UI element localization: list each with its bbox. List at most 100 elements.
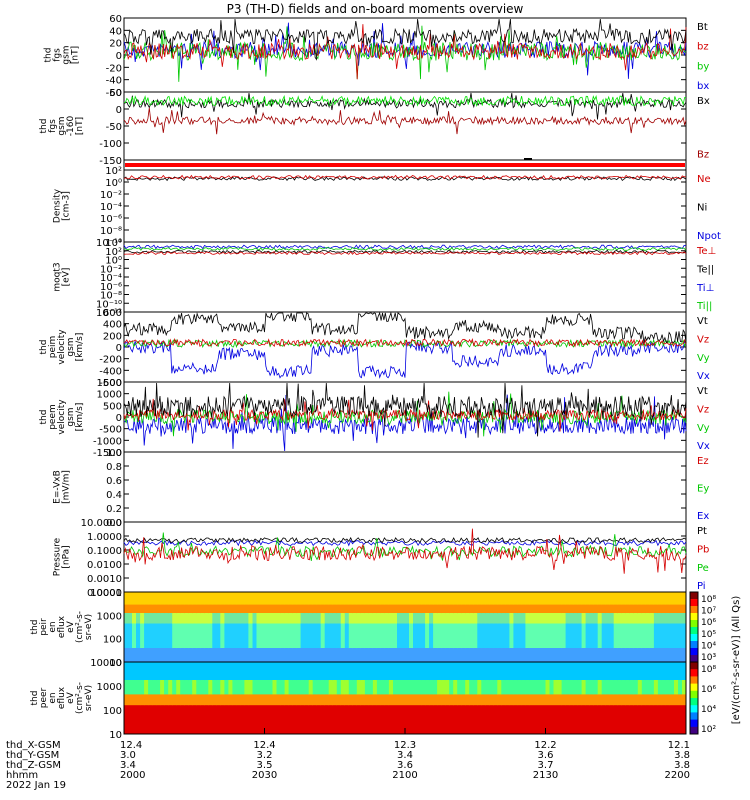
spectrogram-cell (304, 662, 310, 681)
spectrogram-cell (256, 592, 261, 606)
spectrogram-cell (501, 694, 506, 706)
spectrogram-cell (368, 662, 374, 681)
spectrogram-cell (409, 662, 414, 681)
spectrogram-cell (244, 680, 249, 695)
spectrogram-cell (332, 680, 338, 695)
spectrogram-cell (244, 705, 249, 735)
spectrogram-cell (661, 623, 667, 649)
spectrogram-cell (320, 705, 326, 735)
spectrogram-cell (200, 694, 205, 706)
spectrogram-cell (573, 592, 579, 606)
ytick-label: 10⁻² (100, 264, 122, 275)
spectrogram-cell (380, 662, 386, 681)
spectrogram-cell (621, 613, 627, 624)
spectrogram-cell (581, 623, 587, 649)
spectrogram-cell (180, 613, 185, 624)
spectrogram-cell (509, 694, 514, 706)
spectrogram-cell (332, 662, 338, 681)
spectrogram-cell (144, 604, 149, 614)
spectrogram-cell (682, 680, 687, 695)
spectrogram-cell (164, 680, 169, 695)
spectrogram-cell (473, 623, 478, 649)
spectrogram-cell (352, 613, 358, 624)
spectrogram-cell (372, 623, 378, 649)
spectrogram-cell (364, 613, 370, 624)
spectrogram-cell (517, 613, 522, 624)
spectrogram-cell (184, 613, 189, 624)
spectrogram-cell (593, 623, 599, 649)
spectrogram-cell (533, 680, 538, 695)
spectrogram-cell (653, 705, 659, 735)
spectrogram-cell (481, 613, 486, 624)
spectrogram-cell (593, 705, 599, 735)
spectrogram-cell (184, 592, 189, 606)
spectrogram-cell (441, 662, 446, 681)
spectrogram-cell (248, 705, 253, 735)
spectrogram-cell (276, 705, 281, 735)
spectrogram-cell (260, 705, 265, 735)
spectrogram-cell (300, 648, 306, 663)
spectrogram-cell (678, 662, 683, 681)
y-axis-label: [eV] (62, 268, 72, 287)
ytick-label: 10⁻⁴ (100, 202, 122, 213)
spectrogram-cell (629, 613, 635, 624)
y-axis-label: (cm²-s- (75, 682, 85, 714)
spectrogram-cell (393, 694, 398, 706)
spectrogram-cell (156, 662, 161, 681)
spectrogram-cell (497, 648, 502, 663)
spectrogram-cell (477, 662, 482, 681)
spectrogram-cell (545, 694, 550, 706)
legend-bx: bx (697, 81, 709, 92)
spectrogram-cell (340, 648, 346, 663)
spectrogram-cell (485, 705, 490, 735)
spectrogram-cell (176, 592, 181, 606)
spectrogram-cell (192, 694, 197, 706)
spectrogram-cell (525, 604, 530, 614)
spectrogram-cell (204, 694, 209, 706)
spectrogram-cell (541, 648, 546, 663)
spectrogram-cell (212, 623, 217, 649)
spectrogram-cell (380, 694, 386, 706)
spectrogram-cell (449, 623, 454, 649)
ytick-label: 10⁻² (100, 190, 122, 201)
spectrogram-cell (649, 680, 655, 695)
spectrogram-cell (336, 705, 342, 735)
spectrogram-cell (160, 613, 165, 624)
legend-ey: Ey (697, 484, 709, 495)
spectrogram-cell (549, 623, 554, 649)
spectrogram-cell (505, 623, 510, 649)
spectrogram-cell (140, 592, 145, 606)
spectrogram-cell (208, 604, 213, 614)
y-axis-label: (cm²-s- (75, 611, 85, 643)
spectrogram-cell (577, 694, 583, 706)
spectrogram-cell (597, 604, 603, 614)
spectrogram-cell (152, 662, 157, 681)
spectrogram-cell (517, 604, 522, 614)
spectrogram-cell (625, 694, 631, 706)
spectrogram-cell (461, 604, 466, 614)
ytick-label: 400 (103, 320, 122, 331)
spectrogram-cell (637, 592, 643, 606)
spectrogram-cell (433, 623, 438, 649)
spectrogram-cell (212, 613, 217, 624)
spectrogram-cell (609, 623, 615, 649)
spectrogram-cell (541, 613, 546, 624)
spectrogram-cell (268, 623, 273, 649)
spectrogram-cell (469, 613, 474, 624)
spectrogram-cell (276, 662, 281, 681)
spectrogram-cell (617, 592, 623, 606)
spectrogram-cell (224, 623, 229, 649)
spectrogram-cell (641, 623, 647, 649)
spectrogram-cell (204, 680, 209, 695)
series-vt-ele (123, 382, 687, 438)
xtick-hhmm: 2030 (252, 770, 277, 781)
spectrogram-cell (340, 694, 346, 706)
spectrogram-cell (196, 648, 201, 663)
panel-3-frame (123, 169, 687, 243)
y-axis-label: [nPa] (62, 545, 72, 568)
spectrogram-cell (569, 705, 575, 735)
spectrogram-cell (553, 623, 558, 649)
legend-te⊥: Te⊥ (696, 246, 716, 257)
spectrogram-cell (216, 613, 221, 624)
spectrogram-cell (236, 613, 241, 624)
